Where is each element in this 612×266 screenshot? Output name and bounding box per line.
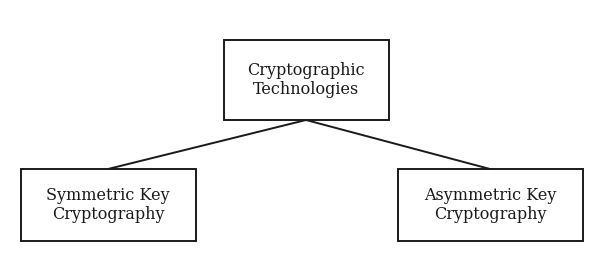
Text: Asymmetric Key
Cryptography: Asymmetric Key Cryptography — [424, 187, 556, 223]
FancyBboxPatch shape — [20, 169, 195, 241]
Text: Symmetric Key
Cryptography: Symmetric Key Cryptography — [46, 187, 170, 223]
FancyBboxPatch shape — [223, 40, 389, 120]
FancyBboxPatch shape — [398, 169, 583, 241]
Text: Cryptographic
Technologies: Cryptographic Technologies — [247, 62, 365, 98]
